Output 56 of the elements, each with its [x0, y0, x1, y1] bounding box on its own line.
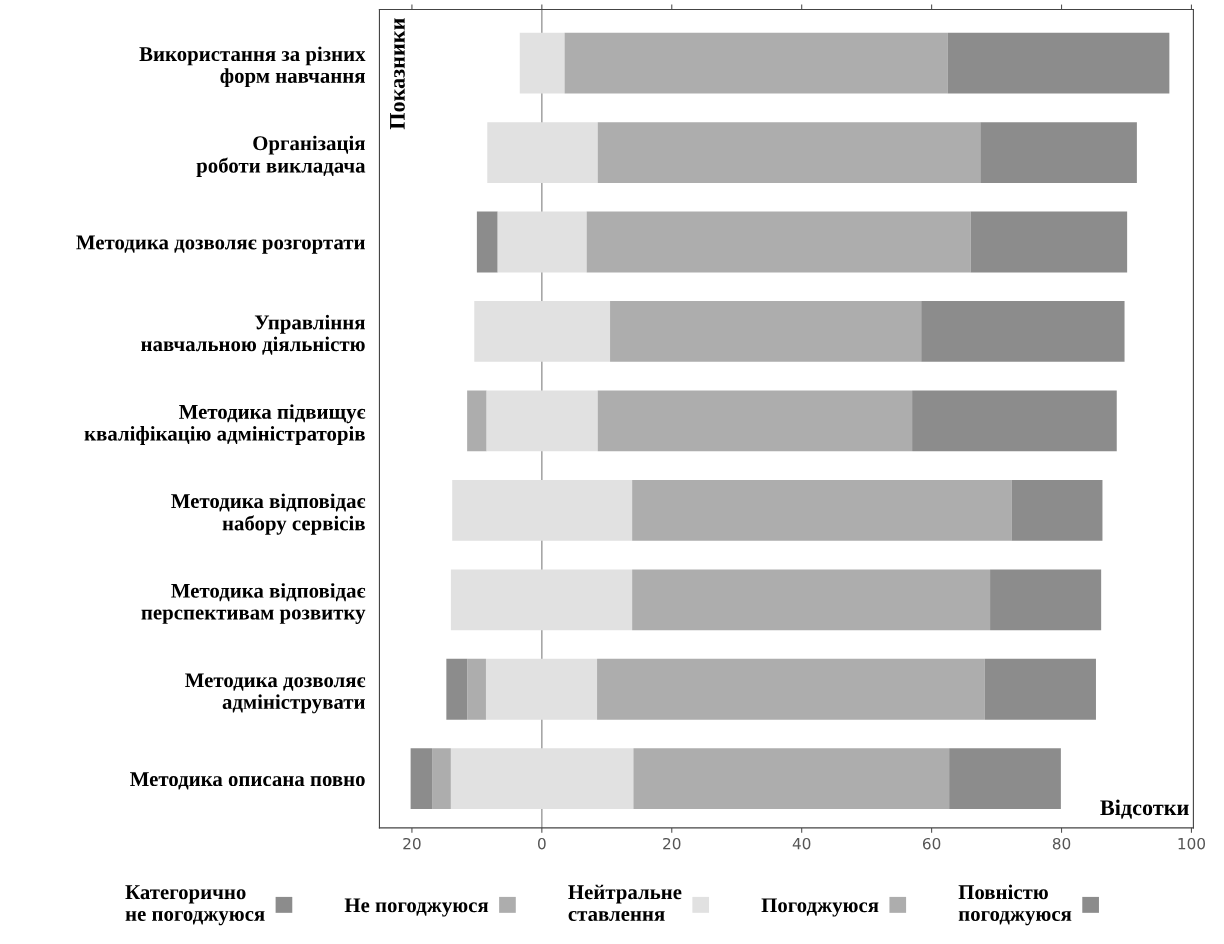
- legend-label: Нейтральне ставлення: [568, 884, 682, 921]
- y-axis-title: Показники: [390, 18, 405, 130]
- bar: [487, 122, 598, 183]
- y-tick-label: Методика відповідає набору сервісів: [171, 493, 366, 535]
- y-tick-label: Методика описана повно: [130, 772, 365, 790]
- y-tick-label: Методика підвищує кваліфікацію адміністраторів: [84, 404, 366, 445]
- bar: [450, 569, 633, 631]
- bar: [990, 569, 1102, 631]
- bar: [597, 122, 981, 183]
- bar: [564, 32, 948, 94]
- bar: [949, 748, 1061, 810]
- bar: [921, 301, 1125, 362]
- bar: [497, 211, 587, 273]
- legend-label: Не погоджуюся: [344, 898, 489, 917]
- bar: [597, 390, 913, 452]
- bar: [597, 658, 985, 720]
- bar: [632, 569, 991, 631]
- bar: [452, 479, 633, 541]
- bar: [467, 390, 487, 452]
- bar: [984, 658, 1096, 720]
- bar: [476, 211, 498, 273]
- bar: [432, 748, 451, 810]
- bar: [467, 658, 486, 720]
- y-tick-label: Методика дозволяє адмініструвати: [185, 673, 366, 714]
- y-tick-label: Методика дозволяє розгортати: [76, 235, 365, 254]
- y-tick-label: Використання за різних форм навчання: [139, 46, 366, 88]
- bar: [586, 211, 971, 273]
- legend-label: Повністю погоджуюся: [958, 884, 1072, 926]
- y-tick-label: Методика відповідає перспективам розвитку: [141, 583, 366, 624]
- bar: [947, 32, 1170, 94]
- legend-label: Категорично не погоджуюся: [125, 885, 265, 926]
- x-tick-label: 40: [792, 837, 811, 850]
- x-tick-label: 0: [537, 837, 546, 850]
- bar: [485, 658, 598, 720]
- y-tick-label: Управління навчальною діяльністю: [141, 314, 365, 355]
- bar: [610, 301, 922, 362]
- x-axis-title: Відсотки: [1100, 799, 1189, 819]
- bar: [446, 658, 468, 720]
- bar: [519, 32, 565, 94]
- x-tick-label: 100: [1178, 837, 1206, 850]
- legend-label: Погоджуюся: [761, 898, 879, 917]
- x-tick-label: 20: [663, 837, 681, 850]
- x-tick-label: 20: [403, 837, 421, 850]
- bar: [486, 390, 598, 452]
- bar: [474, 301, 611, 362]
- bar: [1011, 479, 1103, 541]
- x-tick-label: 80: [1052, 837, 1071, 850]
- bar: [632, 479, 1012, 541]
- y-tick-label: Організація роботи викладача: [196, 135, 366, 177]
- bar: [410, 748, 433, 810]
- bar: [912, 390, 1117, 452]
- bar: [980, 122, 1137, 183]
- x-tick-label: 60: [922, 837, 941, 850]
- bar: [970, 211, 1128, 273]
- bar: [450, 748, 634, 810]
- bar: [633, 748, 950, 810]
